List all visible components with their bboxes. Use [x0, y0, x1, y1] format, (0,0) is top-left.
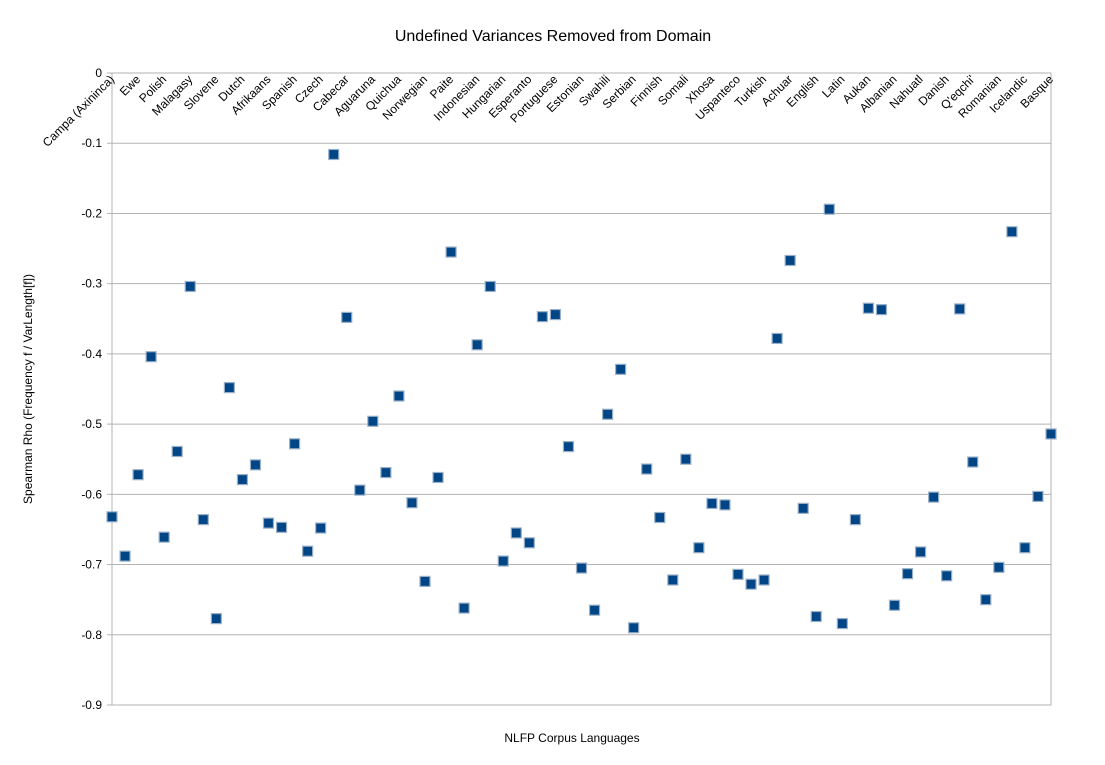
data-point — [680, 453, 692, 465]
data-point — [419, 575, 431, 588]
data-point — [523, 537, 535, 549]
y-tick-label: -0.5 — [81, 417, 102, 431]
category-labels: Campa (Axininca) EwePolishMalagasySlovene… — [40, 72, 1057, 150]
grid-layer — [107, 72, 1051, 706]
data-point — [719, 499, 731, 511]
data-point — [823, 203, 835, 215]
data-point — [249, 459, 262, 471]
data-point — [1006, 226, 1018, 238]
y-tick-label: -0.3 — [81, 277, 102, 291]
data-point — [145, 351, 157, 363]
data-point — [328, 148, 340, 161]
data-point — [784, 254, 796, 267]
data-point — [888, 599, 901, 611]
data-point — [236, 473, 249, 486]
plot-area — [111, 72, 1052, 706]
data-point — [745, 578, 757, 590]
data-point — [184, 280, 196, 293]
data-point — [119, 550, 131, 562]
data-point — [628, 622, 640, 634]
x-category-label: Somali — [655, 72, 691, 108]
data-point — [914, 546, 927, 558]
data-point — [367, 415, 379, 427]
data-point — [562, 440, 575, 453]
data-point — [132, 469, 144, 481]
y-axis-label: Spearman Rho (Frequency f / VarLength[f]… — [21, 274, 35, 504]
x-category-label: Campa (Axininca) — [40, 72, 117, 149]
data-point — [601, 408, 614, 420]
data-point — [445, 246, 457, 258]
data-point — [1019, 542, 1031, 554]
data-point — [993, 561, 1005, 573]
chart-title: Undefined Variances Removed from Domain — [395, 28, 711, 45]
data-point — [928, 491, 940, 503]
data-point — [536, 311, 548, 323]
data-point — [210, 613, 222, 625]
data-point — [615, 363, 627, 375]
y-tick-label: -0.9 — [81, 698, 102, 712]
y-tick-label: -0.6 — [81, 487, 102, 501]
data-point — [706, 497, 718, 510]
data-point — [758, 574, 770, 586]
y-tick-labels: 0 -0.1 -0.2 -0.3 -0.4 -0.5 -0.6 -0.7 -0.8 -0.9 — [81, 66, 102, 712]
data-point — [836, 617, 848, 630]
data-point — [302, 545, 314, 557]
data-point — [980, 594, 992, 606]
data-point — [354, 484, 366, 496]
data-point — [875, 304, 888, 316]
y-tick-label: -0.2 — [81, 206, 102, 220]
data-point — [667, 574, 679, 586]
data-point — [967, 456, 979, 468]
x-axis-label: NLFP Corpus Languages — [504, 731, 639, 745]
data-point — [197, 514, 209, 526]
y-tick-label: -0.7 — [81, 558, 102, 572]
data-point — [484, 280, 496, 293]
data-point — [315, 522, 327, 534]
data-point — [797, 502, 809, 514]
data-point — [641, 463, 653, 475]
data-point — [862, 302, 875, 314]
data-point — [497, 555, 509, 567]
y-tick-label: 0 — [95, 66, 102, 80]
y-tick-label: -0.4 — [81, 347, 102, 361]
data-points — [106, 148, 1057, 634]
data-point — [693, 542, 705, 554]
data-point — [432, 471, 444, 484]
data-point — [288, 438, 301, 450]
y-tick-label: -0.1 — [81, 136, 102, 150]
data-point — [171, 445, 183, 458]
data-point — [810, 610, 822, 623]
data-point — [549, 308, 562, 321]
data-point — [1032, 490, 1044, 503]
data-point — [654, 511, 666, 524]
data-point — [849, 514, 861, 526]
data-point — [941, 570, 953, 582]
data-point — [510, 527, 522, 539]
data-point — [732, 568, 744, 580]
data-point — [458, 602, 470, 614]
data-point — [954, 303, 966, 315]
data-point — [588, 604, 601, 616]
data-point — [223, 381, 235, 394]
data-point — [406, 497, 418, 509]
data-point — [575, 562, 588, 574]
data-point — [106, 511, 118, 523]
data-point — [393, 390, 405, 402]
data-point — [1045, 428, 1057, 440]
y-tick-label: -0.8 — [81, 628, 102, 642]
data-point — [901, 568, 914, 580]
data-point — [275, 521, 288, 533]
data-point — [471, 339, 483, 351]
data-point — [158, 531, 170, 543]
data-point — [380, 466, 392, 479]
data-point — [341, 311, 353, 323]
data-point — [771, 332, 783, 345]
data-point — [262, 517, 275, 529]
